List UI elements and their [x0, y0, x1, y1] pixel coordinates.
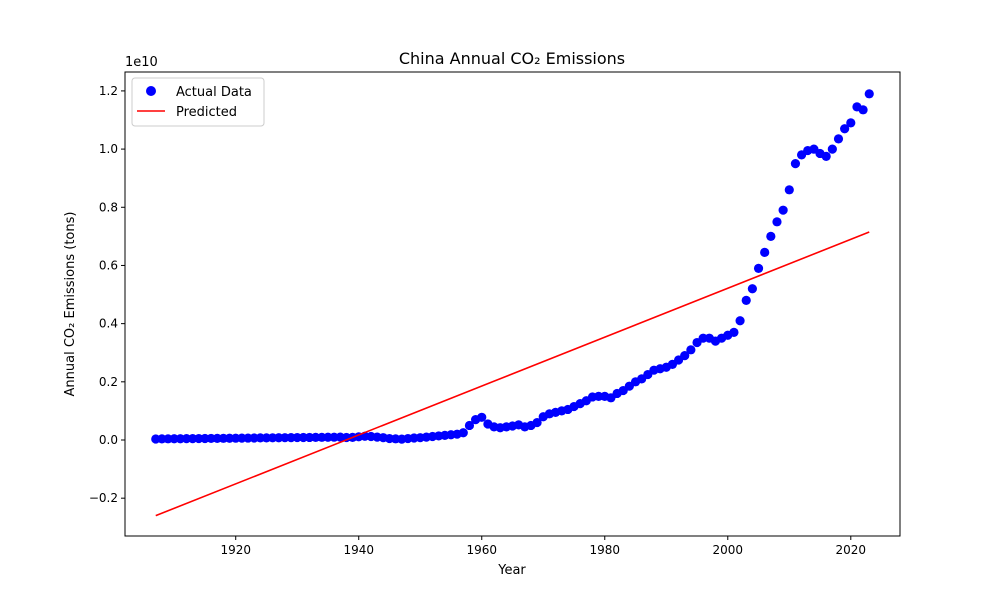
data-point-actual: [846, 118, 856, 128]
data-point-actual: [858, 105, 868, 115]
data-point-actual: [833, 134, 844, 144]
chart-title: China Annual CO₂ Emissions: [399, 49, 625, 68]
x-tick-label: 1980: [589, 543, 620, 557]
y-tick-label: −0.2: [89, 491, 118, 505]
y-tick-label: 0.4: [99, 317, 118, 331]
data-point-actual: [760, 247, 770, 257]
data-point-actual: [458, 428, 468, 438]
y-axis-offset-text: 1e10: [125, 55, 158, 70]
data-point-actual: [784, 185, 794, 195]
data-point-actual: [464, 420, 475, 431]
y-tick-label: 0.6: [99, 258, 118, 272]
data-point-actual: [729, 327, 739, 337]
x-tick-label: 2000: [713, 543, 744, 557]
data-point-actual: [772, 217, 782, 227]
plot-frame: [124, 71, 901, 537]
y-tick-label: 0.0: [99, 433, 118, 447]
data-point-actual: [741, 295, 751, 305]
legend: Actual Data Predicted: [131, 77, 265, 127]
legend-label-actual-data: Actual Data: [176, 85, 252, 100]
predicted-line: [155, 231, 870, 517]
data-point-actual: [532, 417, 542, 428]
legend-box: [131, 77, 265, 127]
x-axis-label: Year: [497, 563, 526, 578]
data-point-actual: [864, 89, 874, 99]
data-point-actual: [827, 144, 837, 154]
x-tick-label: 1940: [343, 543, 374, 557]
data-point-actual: [680, 351, 690, 361]
x-axis: 1920 1940 1960 1980 2000 2020: [220, 536, 866, 557]
data-point-actual: [686, 345, 696, 355]
data-point-actual: [821, 151, 831, 161]
data-point-actual: [477, 412, 487, 422]
x-tick-label: 1960: [466, 543, 497, 557]
data-point-actual: [778, 205, 788, 215]
y-axis-label: Annual CO₂ Emissions (tons): [63, 212, 78, 397]
x-tick-label: 1920: [220, 543, 251, 557]
y-tick-label: 1.2: [99, 84, 118, 98]
legend-label-predicted: Predicted: [176, 105, 237, 120]
data-point-actual: [753, 263, 764, 273]
legend-marker-actual-data: [146, 86, 156, 96]
y-tick-label: 0.8: [99, 200, 118, 214]
data-point-actual: [747, 284, 757, 294]
data-point-actual: [766, 231, 776, 241]
data-point-actual: [735, 316, 745, 326]
y-axis: −0.2 0.0 0.2 0.4 0.6 0.8 1.0 1.2: [89, 84, 125, 505]
data-point-actual: [840, 124, 850, 134]
x-tick-label: 2020: [836, 543, 867, 557]
data-point-actual: [790, 159, 801, 169]
y-tick-label: 1.0: [99, 142, 118, 156]
data-layer: [151, 89, 874, 517]
y-tick-label: 0.2: [99, 375, 118, 389]
